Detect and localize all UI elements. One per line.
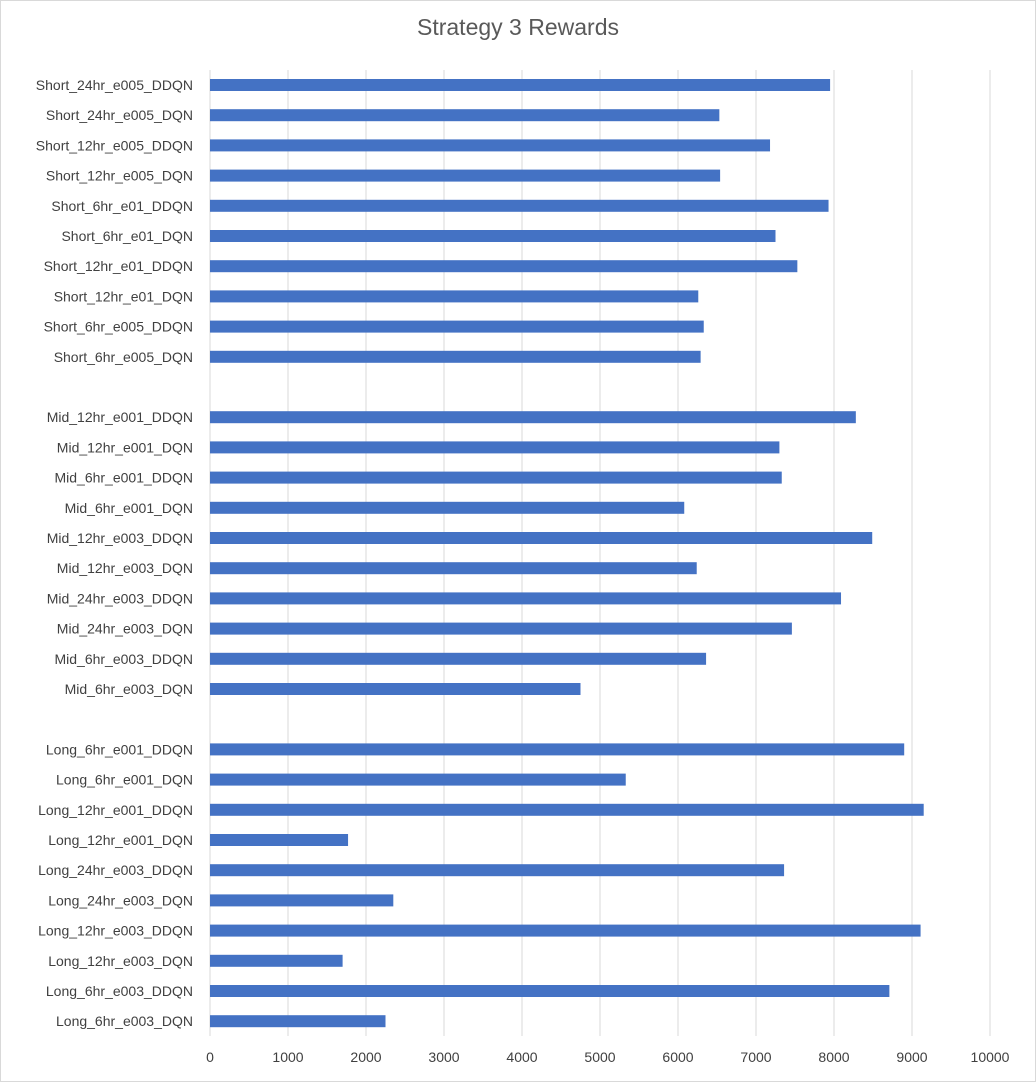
- bar: [210, 532, 873, 544]
- x-tick-label: 2000: [350, 1049, 381, 1065]
- category-label: Long_24hr_e003_DQN: [48, 892, 193, 908]
- chart-title: Strategy 3 Rewards: [417, 14, 619, 40]
- bar: [210, 683, 581, 695]
- grid-lines: [209, 70, 991, 1036]
- category-label: Long_6hr_e001_DQN: [56, 772, 193, 788]
- category-label: Mid_12hr_e001_DDQN: [47, 409, 193, 425]
- bar: [210, 773, 626, 786]
- bar: [210, 501, 685, 514]
- category-label: Long_12hr_e001_DDQN: [38, 802, 193, 818]
- bar: [210, 803, 924, 816]
- category-label: Long_12hr_e001_DQN: [48, 832, 193, 848]
- category-label: Mid_6hr_e001_DQN: [65, 500, 193, 516]
- bar: [210, 290, 699, 303]
- category-label: Mid_6hr_e001_DDQN: [54, 470, 193, 486]
- category-label: Short_6hr_e005_DQN: [54, 349, 193, 365]
- bar: [210, 652, 707, 665]
- bar: [210, 441, 780, 454]
- x-tick-labels: 0 1000 2000 3000 4000 5000 6000 7000 8000 9000 100…: [206, 1049, 1010, 1065]
- category-label: Short_12hr_e01_DQN: [54, 288, 193, 304]
- bar: [210, 411, 856, 424]
- category-label: Mid_12hr_e003_DDQN: [47, 530, 193, 546]
- x-tick-label: 8000: [818, 1049, 849, 1065]
- bar: [210, 985, 890, 997]
- bar: [210, 139, 771, 152]
- bar: [210, 622, 792, 635]
- category-label: Mid_6hr_e003_DQN: [65, 681, 193, 697]
- category-label: Mid_12hr_e003_DQN: [57, 560, 193, 576]
- bar: [210, 79, 831, 91]
- x-tick-label: 6000: [662, 1049, 693, 1065]
- x-tick-label: 10000: [971, 1049, 1010, 1065]
- x-tick-label: 5000: [584, 1049, 615, 1065]
- category-label: Short_12hr_e01_DDQN: [44, 258, 193, 274]
- category-label: Long_12hr_e003_DDQN: [38, 923, 193, 939]
- bar: [210, 592, 842, 605]
- bar: [210, 894, 394, 907]
- category-label: Short_12hr_e005_DDQN: [36, 137, 193, 153]
- category-label: Mid_12hr_e001_DQN: [57, 439, 193, 455]
- category-label: Long_6hr_e001_DDQN: [46, 741, 193, 757]
- bar: [210, 834, 349, 846]
- category-label: Long_6hr_e003_DDQN: [46, 983, 193, 999]
- bar: [210, 169, 721, 182]
- bar: [210, 230, 776, 242]
- x-tick-label: 0: [206, 1049, 214, 1065]
- category-label: Short_24hr_e005_DQN: [46, 107, 193, 123]
- category-label: Long_24hr_e003_DDQN: [38, 862, 193, 878]
- bar: [210, 320, 704, 333]
- x-tick-label: 1000: [272, 1049, 303, 1065]
- category-label: Mid_24hr_e003_DDQN: [47, 590, 193, 606]
- bar: [210, 954, 343, 967]
- bar: [210, 1015, 386, 1028]
- bars: [210, 79, 924, 1028]
- bar: [210, 743, 905, 756]
- category-label: Long_12hr_e003_DQN: [48, 953, 193, 969]
- category-labels: Short_24hr_e005_DDQN Short_24hr_e005_DQN S…: [36, 77, 193, 1029]
- category-label: Short_6hr_e01_DQN: [61, 228, 193, 244]
- bar: [210, 109, 720, 122]
- x-tick-label: 9000: [896, 1049, 927, 1065]
- category-label: Short_6hr_e005_DDQN: [44, 319, 193, 335]
- bar: [210, 924, 921, 937]
- x-tick-label: 7000: [740, 1049, 771, 1065]
- category-label: Short_12hr_e005_DQN: [46, 168, 193, 184]
- bar: [210, 864, 785, 877]
- bar: [210, 199, 829, 212]
- x-tick-label: 4000: [506, 1049, 537, 1065]
- category-label: Short_24hr_e005_DDQN: [36, 77, 193, 93]
- x-tick-label: 3000: [428, 1049, 459, 1065]
- bar: [210, 471, 782, 484]
- category-label: Long_6hr_e003_DQN: [56, 1013, 193, 1029]
- bar: [210, 562, 697, 575]
- category-label: Mid_24hr_e003_DQN: [57, 621, 193, 637]
- bar: [210, 350, 701, 363]
- category-label: Mid_6hr_e003_DDQN: [54, 651, 193, 667]
- bar: [210, 260, 798, 273]
- category-label: Short_6hr_e01_DDQN: [51, 198, 193, 214]
